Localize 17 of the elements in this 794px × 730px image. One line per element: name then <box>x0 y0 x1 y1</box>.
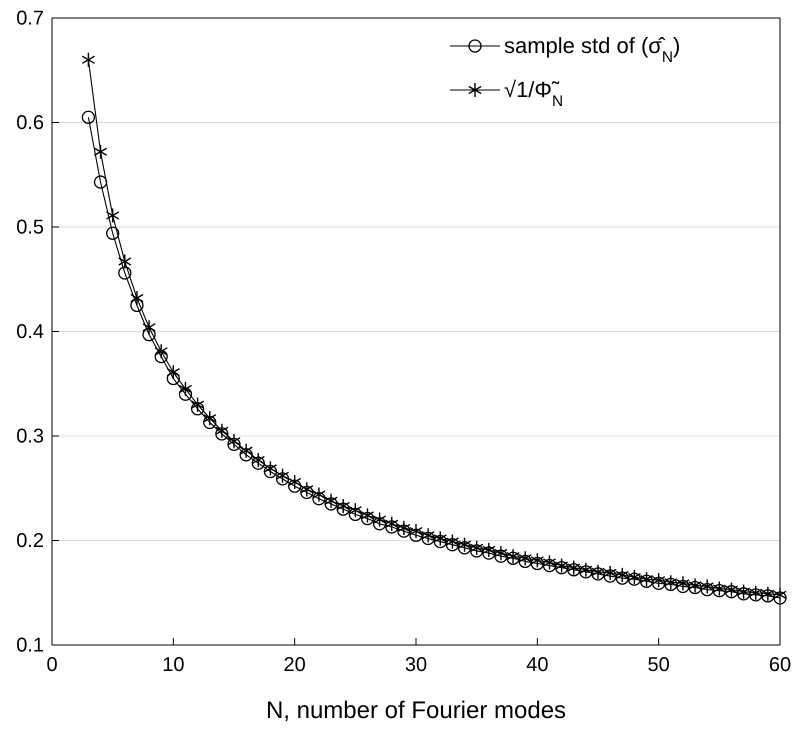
y-tick-label: 0.1 <box>16 634 44 656</box>
y-tick-label: 0.4 <box>16 320 44 343</box>
y-tick-label: 0.7 <box>16 7 44 30</box>
x-tick-label: 40 <box>526 654 548 676</box>
x-tick-label: 50 <box>648 654 670 676</box>
y-tick-label: 0.2 <box>16 530 44 552</box>
y-tick-label: 0.5 <box>16 216 44 238</box>
x-axis-title: N, number of Fourier modes <box>266 697 566 724</box>
x-tick-label: 30 <box>404 654 428 676</box>
legend-label: √1/Φ̃$_{N}$ <box>504 77 564 110</box>
y-tick-label: 0.3 <box>16 425 44 448</box>
y-tick-label: 0.6 <box>16 112 44 134</box>
x-tick-label: 10 <box>162 654 184 676</box>
x-tick-label: 60 <box>768 654 792 676</box>
x-tick-label: 20 <box>284 654 306 676</box>
x-tick-label: 0 <box>46 654 58 676</box>
legend-label: sample std of (σ̂$_{N}$) <box>504 33 680 66</box>
